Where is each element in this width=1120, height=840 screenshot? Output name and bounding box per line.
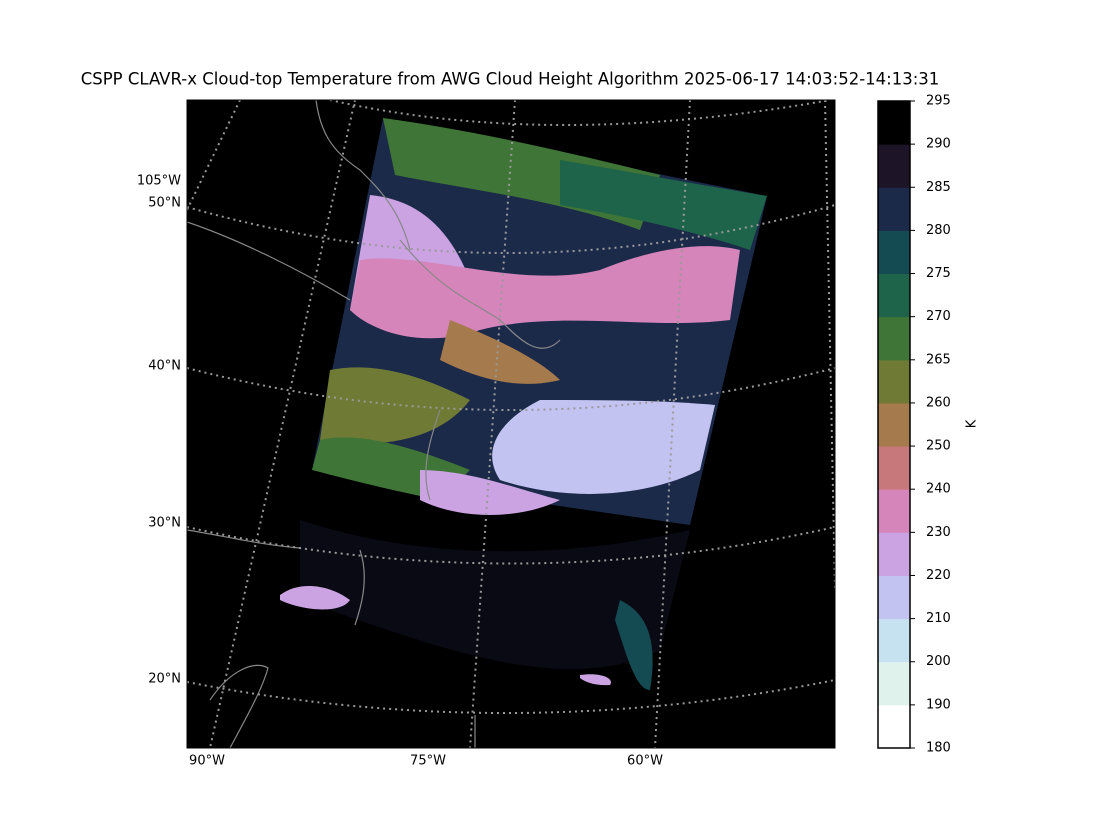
colorbar-tick-label: 295 bbox=[926, 94, 951, 109]
colorbar-tick-label: 240 bbox=[926, 482, 951, 497]
colorbar-segment bbox=[878, 532, 910, 576]
colorbar-tick-label: 210 bbox=[926, 611, 951, 626]
colorbar-tick-label: 270 bbox=[926, 309, 951, 324]
lon-label: 90°W bbox=[189, 754, 225, 769]
colorbar-tick-label: 250 bbox=[926, 439, 951, 454]
colorbar-tick-label: 280 bbox=[926, 223, 951, 238]
colorbar-label: K bbox=[965, 419, 980, 428]
graticule bbox=[187, 100, 835, 748]
map: 105°W 50°N 40°N 30°N 20°N 90°W 75°W 60°W bbox=[137, 99, 836, 769]
colorbar-segment bbox=[878, 704, 910, 749]
colorbar-tick-label: 265 bbox=[926, 352, 951, 367]
lat-label: 30°N bbox=[148, 516, 181, 531]
colorbar-tick-label: 220 bbox=[926, 568, 951, 583]
lon-label: 75°W bbox=[410, 754, 446, 769]
colorbar: 180 190 200 210 220 230 240 250 260 265 270 275 280 2… bbox=[877, 94, 951, 756]
colorbar-segment bbox=[878, 661, 910, 706]
colorbar-tick-label: 230 bbox=[926, 525, 951, 540]
colorbar-tick-label: 285 bbox=[926, 180, 951, 195]
colorbar-segment bbox=[878, 489, 910, 533]
coastlines bbox=[187, 100, 561, 748]
colorbar-segment bbox=[878, 446, 910, 490]
lat-label: 20°N bbox=[148, 672, 181, 687]
colorbar-segment bbox=[878, 575, 910, 620]
colorbar-segment bbox=[878, 273, 910, 318]
colorbar-tick-label: 275 bbox=[926, 266, 951, 281]
lat-label: 40°N bbox=[148, 359, 181, 374]
cloud-layer bbox=[280, 118, 767, 690]
colorbar-frame bbox=[877, 100, 911, 749]
colorbar-tick-label: 190 bbox=[926, 697, 951, 712]
colorbar-segment bbox=[878, 187, 910, 231]
colorbar-tick-label: 290 bbox=[926, 137, 951, 152]
colorbar-tick-label: 200 bbox=[926, 654, 951, 669]
colorbar-segment bbox=[878, 230, 910, 275]
colorbar-tick-label: 180 bbox=[926, 741, 951, 756]
colorbar-segment bbox=[878, 359, 910, 404]
colorbar-tick-label: 260 bbox=[926, 395, 951, 410]
colorbar-segment bbox=[878, 144, 910, 188]
map-frame bbox=[186, 99, 836, 749]
colorbar-segment bbox=[878, 618, 910, 663]
lat-label: 50°N bbox=[148, 196, 181, 211]
lon-label: 105°W bbox=[137, 174, 181, 189]
colorbar-segment bbox=[878, 316, 910, 361]
colorbar-segment bbox=[878, 101, 910, 145]
lon-label: 60°W bbox=[627, 754, 663, 769]
colorbar-segment bbox=[878, 402, 910, 447]
map-title: CSPP CLAVR-x Cloud-top Temperature from … bbox=[81, 70, 940, 89]
